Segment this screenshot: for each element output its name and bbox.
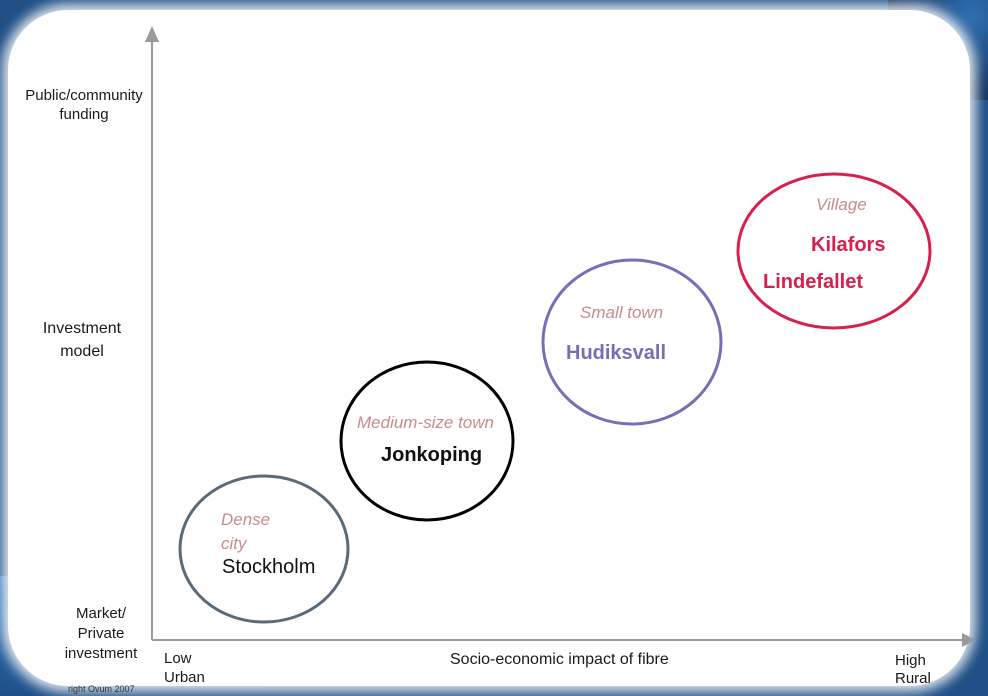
- medium-town-ellipse: [339, 360, 515, 522]
- dense-city-category-line1: Dense: [221, 510, 271, 529]
- small-town-ellipse: [541, 258, 723, 426]
- small-town-category: Small town: [580, 303, 664, 322]
- y-axis-middle-label: Investment model: [42, 320, 122, 360]
- x-axis-rural-label: Rural: [895, 670, 931, 687]
- village-ellipse: [736, 172, 932, 330]
- city-kilafors: Kilafors: [811, 234, 886, 256]
- city-stockholm: Stockholm: [222, 556, 316, 578]
- village-category: Village: [816, 195, 867, 214]
- x-axis-title: Socio-economic impact of fibre: [450, 651, 669, 668]
- slide-panel: [8, 10, 970, 686]
- city-hudiksvall: Hudiksvall: [566, 342, 667, 364]
- x-axis-urban-label: Urban: [164, 669, 205, 686]
- y-axis-arrowhead: [145, 26, 159, 42]
- medium-town-category: Medium-size town: [357, 413, 494, 432]
- city-lindefallet: Lindefallet: [763, 271, 864, 293]
- x-axis-arrowhead: [962, 633, 976, 647]
- dense-city-ellipse: [178, 474, 350, 624]
- copyright-note: right Ovum 2007: [68, 684, 135, 694]
- y-axis-top-label: Public/community funding: [25, 87, 143, 123]
- x-axis-high-label: High: [895, 652, 926, 669]
- x-axis-low-label: Low: [164, 650, 192, 667]
- y-axis-bottom-label: Market/ Private investment: [64, 605, 138, 662]
- city-jonkoping: Jonkoping: [381, 444, 483, 466]
- dense-city-category-line2: city: [221, 534, 247, 553]
